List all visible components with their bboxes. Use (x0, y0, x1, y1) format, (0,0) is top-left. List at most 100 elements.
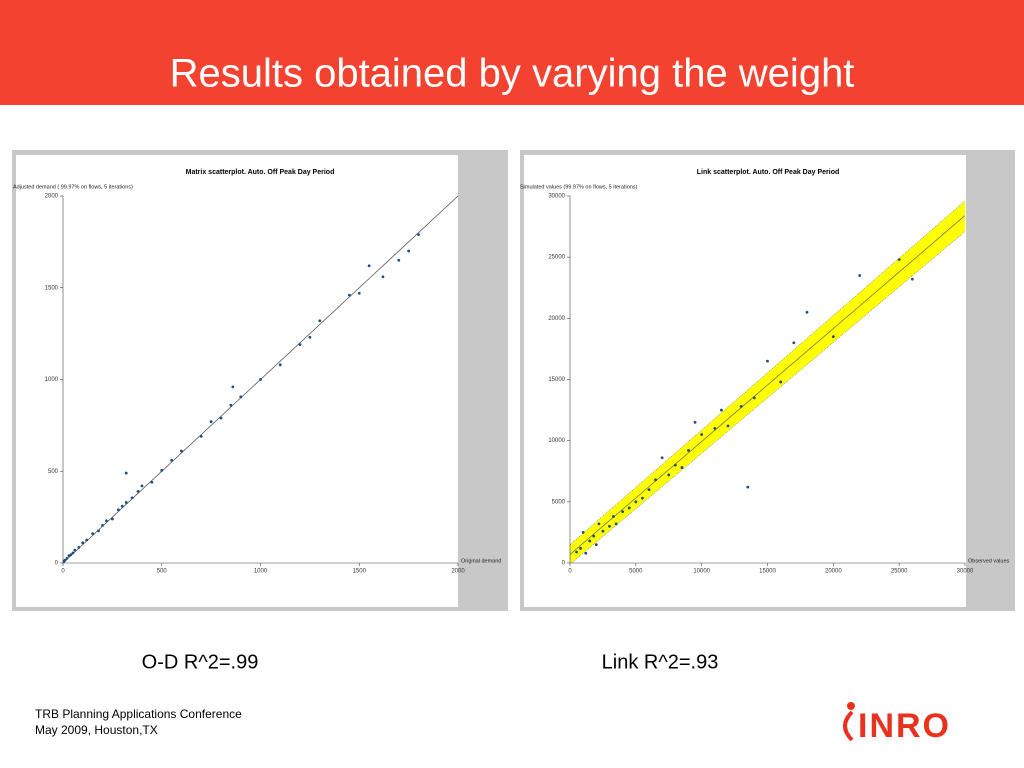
x-axis-label: Original demand (461, 558, 501, 564)
y-axis-label: Simulated values (99.97% on flows, 5 ite… (520, 184, 638, 190)
y-tick-label: 5000 (552, 499, 566, 505)
point (667, 473, 671, 477)
point (720, 408, 723, 412)
point (91, 532, 95, 536)
point (170, 458, 174, 462)
point (231, 385, 235, 389)
point (124, 501, 128, 504)
band-edge (570, 200, 965, 545)
band-edge (570, 231, 965, 563)
point (654, 478, 657, 482)
y-tick-label: 15000 (548, 377, 565, 383)
chart-title: Matrix scatterplot. Auto. Off Peak Day P… (186, 169, 335, 176)
point (594, 543, 598, 547)
point (614, 522, 618, 526)
logo-dot (847, 702, 855, 710)
y-tick-label: 20000 (548, 316, 565, 322)
point (897, 258, 901, 262)
point (779, 380, 783, 384)
point (81, 541, 85, 545)
point (239, 395, 243, 399)
footer: May 2009, Houston,TX (35, 723, 158, 737)
point (588, 539, 592, 543)
fit-line (570, 215, 965, 555)
y-tick-label: 500 (48, 469, 59, 475)
point (831, 335, 835, 339)
footer: TRB Planning Applications Conference (35, 707, 242, 721)
point (579, 546, 582, 550)
point (621, 510, 625, 514)
chart-title: Link scatterplot. Auto. Off Peak Day Per… (697, 169, 840, 176)
x-tick-label: 25000 (891, 569, 908, 575)
point (105, 519, 108, 523)
point (85, 538, 89, 542)
point (627, 506, 631, 510)
point (367, 264, 371, 268)
point (584, 551, 588, 555)
y-tick-label: 30000 (548, 194, 565, 200)
point (77, 546, 81, 549)
point (575, 550, 578, 554)
point (101, 523, 104, 527)
point (116, 508, 120, 512)
point (660, 456, 664, 460)
point (298, 343, 302, 347)
point (910, 277, 914, 281)
point (140, 484, 144, 488)
point (592, 534, 596, 538)
point (673, 463, 677, 467)
y-tick-label: 25000 (548, 255, 565, 261)
x-tick-label: 20000 (825, 569, 842, 575)
point (397, 258, 401, 262)
slide-title: Results obtained by varying the weight (170, 52, 855, 96)
point (746, 485, 750, 489)
x-tick-label: 0 (61, 569, 65, 575)
point (120, 504, 124, 508)
x-tick-label: 1500 (353, 569, 367, 575)
point (687, 449, 690, 452)
logo-swoosh (843, 710, 854, 742)
y-tick-label: 2000 (45, 194, 59, 200)
y-tick-label: 0 (55, 561, 59, 567)
point (136, 490, 140, 493)
x-tick-label: 0 (568, 569, 572, 575)
x-tick-label: 2000 (451, 569, 465, 575)
point (581, 531, 585, 534)
logo: INRO (858, 707, 951, 745)
point (680, 466, 684, 469)
tolerance-band (570, 200, 965, 563)
point (63, 558, 67, 562)
point (97, 529, 100, 533)
point (73, 548, 77, 552)
point (858, 274, 862, 277)
point (160, 468, 164, 472)
point (634, 500, 638, 504)
banner (0, 0, 1024, 105)
point (219, 416, 223, 420)
point (766, 359, 769, 363)
point (150, 480, 154, 484)
point (229, 403, 233, 407)
point (130, 496, 134, 500)
y-tick-label: 10000 (548, 438, 565, 444)
x-tick-label: 10000 (693, 569, 710, 575)
point (792, 341, 796, 345)
point (180, 449, 183, 453)
y-tick-label: 1500 (45, 285, 59, 291)
point (110, 517, 114, 521)
point (209, 420, 213, 424)
point (752, 396, 756, 400)
point (641, 496, 644, 500)
y-tick-label: 0 (562, 561, 566, 567)
point (318, 319, 322, 323)
x-tick-label: 15000 (759, 569, 776, 575)
point (713, 427, 717, 430)
point (381, 275, 385, 279)
point (739, 405, 743, 408)
x-tick-label: 5000 (629, 569, 643, 575)
point (601, 529, 605, 533)
point (726, 424, 730, 428)
point (647, 488, 651, 491)
point (71, 551, 75, 555)
